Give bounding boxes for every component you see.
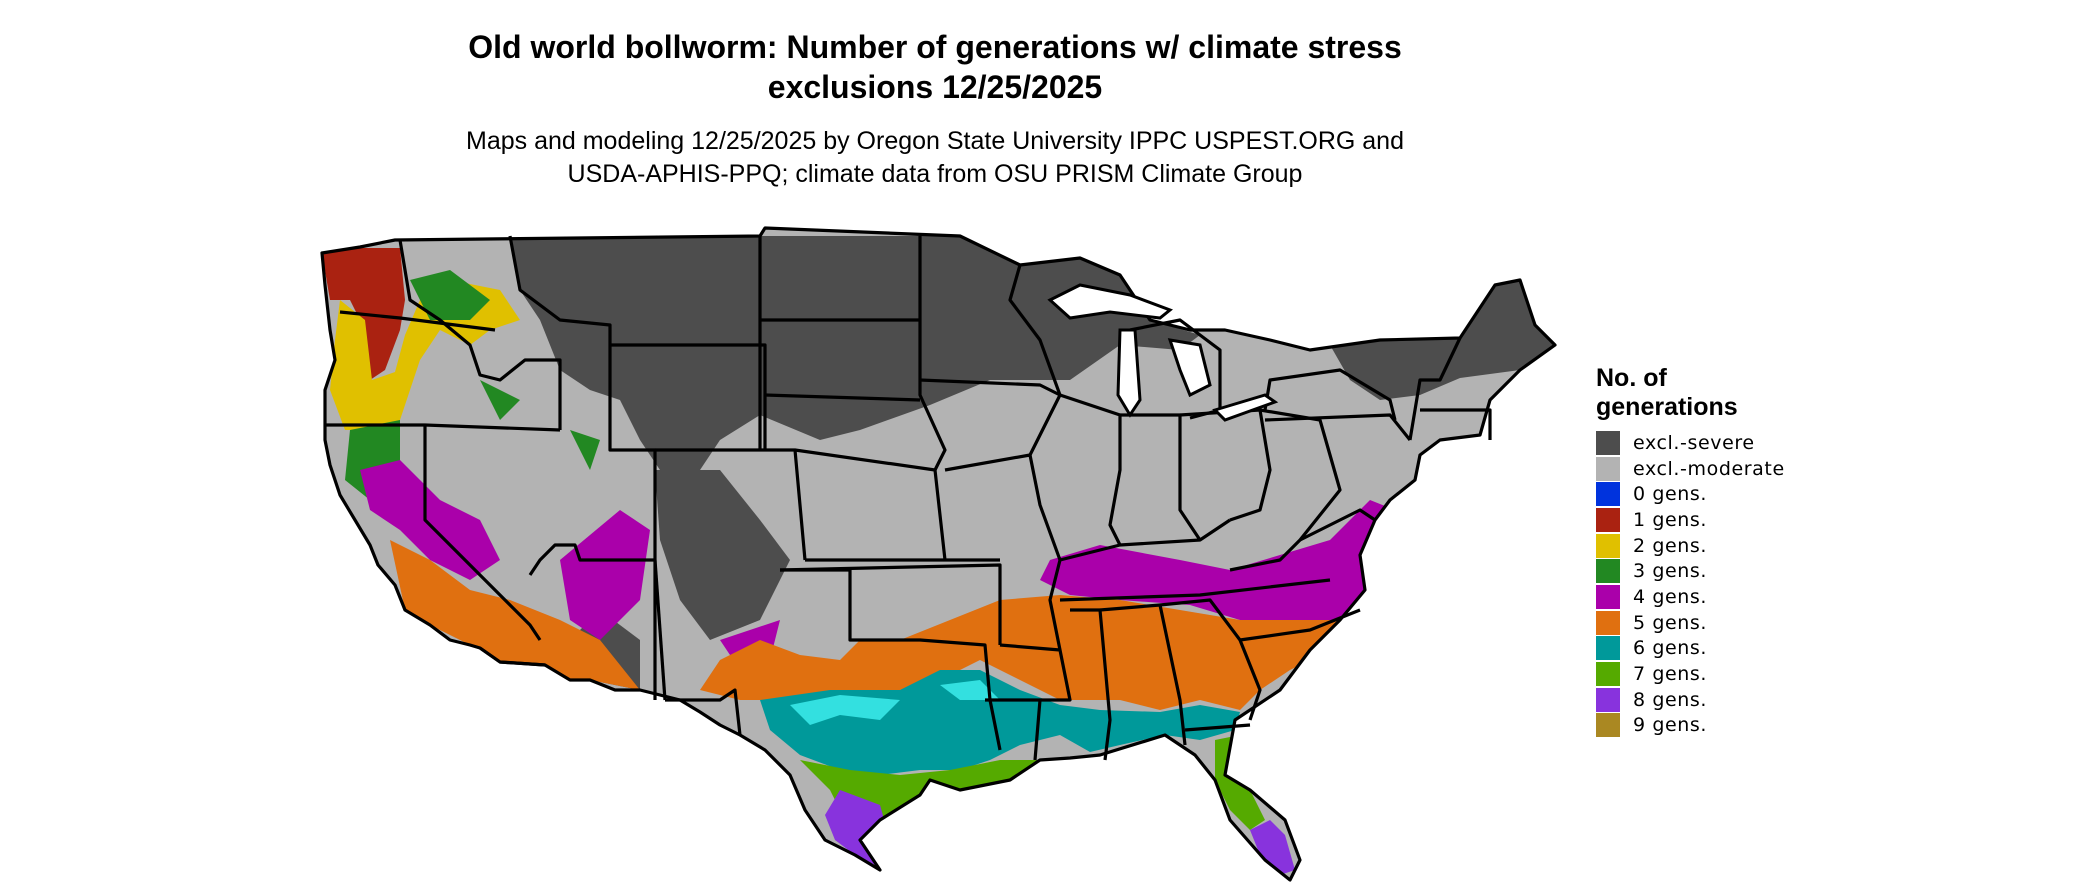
legend-swatch xyxy=(1596,584,1620,609)
legend-label: 8 gens. xyxy=(1633,688,1708,711)
legend-swatch xyxy=(1596,456,1620,481)
legend-label: 9 gens. xyxy=(1633,714,1708,737)
state-border xyxy=(423,425,542,641)
state-border xyxy=(1008,264,1062,396)
legend-label: 1 gens. xyxy=(1633,508,1708,531)
title-line-1: Old world bollworm: Number of generation… xyxy=(468,29,1402,65)
title-line-2: exclusions 12/25/2025 xyxy=(767,69,1103,105)
us-generations-map xyxy=(320,226,1557,882)
state-border xyxy=(610,343,767,450)
state-border xyxy=(1239,608,1361,642)
state-border xyxy=(1263,368,1397,421)
state-border xyxy=(339,310,496,332)
six-gen-region xyxy=(760,670,1240,775)
state-border xyxy=(1408,337,1462,441)
state-border xyxy=(918,236,947,471)
legend-swatch xyxy=(1596,636,1620,661)
subtitle-line-1: Maps and modeling 12/25/2025 by Oregon S… xyxy=(466,127,1404,155)
legend-item: 7 gens. xyxy=(1596,661,1896,687)
legend-title-line-2: generations xyxy=(1596,393,1738,421)
six-gen-highlight xyxy=(790,680,1000,725)
legend-label: 0 gens. xyxy=(1633,483,1708,506)
state-border xyxy=(479,646,546,667)
legend-swatch xyxy=(1596,430,1620,455)
legend-swatch xyxy=(1596,533,1620,558)
legend-item: 0 gens. xyxy=(1596,481,1896,507)
map-regions xyxy=(322,228,1555,880)
legend-label: 5 gens. xyxy=(1633,611,1708,634)
excl-severe-region xyxy=(655,470,790,640)
legend-title-line-1: No. of xyxy=(1596,364,1667,392)
state-border xyxy=(780,568,1002,751)
legend-swatch xyxy=(1596,559,1620,584)
state-border xyxy=(779,563,1002,645)
legend-label: 7 gens. xyxy=(1633,663,1708,686)
legend-item: 9 gens. xyxy=(1596,713,1896,739)
state-border xyxy=(919,378,1062,456)
state-border xyxy=(1264,413,1412,441)
legend-label: 6 gens. xyxy=(1633,637,1708,660)
legend-label: 3 gens. xyxy=(1633,560,1708,583)
lake-superior xyxy=(1047,283,1173,320)
legend-swatch xyxy=(1596,662,1620,687)
state-border xyxy=(1059,578,1331,602)
state-border xyxy=(1059,393,1122,546)
legend-item: 6 gens. xyxy=(1596,636,1896,662)
great-lakes xyxy=(1047,283,1279,422)
state-border xyxy=(653,559,667,701)
legend-item: excl.-severe xyxy=(1596,430,1896,456)
state-border xyxy=(398,239,562,430)
state-border xyxy=(508,235,612,345)
legend-label: 2 gens. xyxy=(1633,534,1708,557)
state-border xyxy=(1420,408,1492,440)
state-border xyxy=(1120,413,1202,541)
country-outline xyxy=(320,226,1557,882)
legend: No. of generations excl.-severe excl.-mod… xyxy=(1596,364,1896,738)
legend-items: excl.-severe excl.-moderate 0 gens. 1 gens.… xyxy=(1596,430,1896,738)
legend-item: excl.-moderate xyxy=(1596,456,1896,482)
state-borders xyxy=(320,226,1557,882)
lake-huron xyxy=(1167,338,1212,398)
legend-swatch xyxy=(1596,507,1620,532)
lake-michigan xyxy=(1116,328,1142,418)
four-gen-region xyxy=(360,460,1395,670)
state-border xyxy=(944,453,1062,651)
lake-erie xyxy=(1212,393,1279,422)
legend-swatch xyxy=(1596,713,1620,738)
state-border xyxy=(794,448,947,561)
state-border xyxy=(665,688,742,736)
legend-item: 5 gens. xyxy=(1596,610,1896,636)
state-border xyxy=(1099,603,1187,746)
legend-swatch xyxy=(1596,482,1620,507)
legend-swatch xyxy=(1596,687,1620,712)
legend-item: 4 gens. xyxy=(1596,584,1896,610)
state-border xyxy=(1059,518,1231,562)
legend-label: excl.-severe xyxy=(1633,431,1755,454)
state-border xyxy=(999,643,1072,761)
legend-item: 8 gens. xyxy=(1596,687,1896,713)
legend-swatch xyxy=(1596,610,1620,635)
state-border xyxy=(528,543,655,576)
legend-item: 3 gens. xyxy=(1596,558,1896,584)
excl-severe-region xyxy=(510,236,1200,470)
state-border xyxy=(1299,508,1376,542)
state-border xyxy=(764,393,921,402)
legend-item: 1 gens. xyxy=(1596,507,1896,533)
subtitle-line-2: USDA-APHIS-PPQ; climate data from OSU PR… xyxy=(567,160,1303,188)
legend-label: excl.-moderate xyxy=(1633,457,1785,480)
state-border xyxy=(1070,608,1112,761)
seven-gen-region xyxy=(800,735,1265,840)
legend-title: No. of generations xyxy=(1596,364,1896,422)
legend-label: 4 gens. xyxy=(1633,585,1708,608)
state-border xyxy=(1184,723,1251,732)
legend-item: 2 gens. xyxy=(1596,533,1896,559)
